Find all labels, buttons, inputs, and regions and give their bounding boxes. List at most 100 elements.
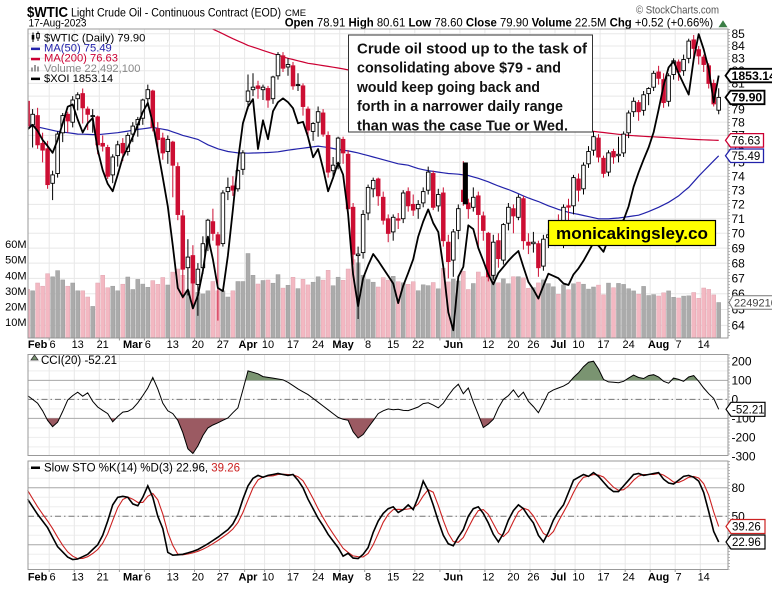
svg-text:-300: -300 [732,450,756,464]
svg-text:13: 13 [72,339,84,351]
svg-text:15: 15 [387,339,399,351]
svg-text:21: 21 [97,572,109,584]
svg-text:74: 74 [732,169,746,183]
svg-text:60M: 60M [5,239,26,251]
svg-text:Crude oil stood up to the task: Crude oil stood up to the task of [357,41,588,58]
svg-text:10: 10 [572,339,584,351]
svg-text:13: 13 [72,572,84,584]
svg-text:80: 80 [732,481,746,495]
svg-text:21: 21 [97,339,109,351]
svg-text:20: 20 [507,339,519,351]
svg-text:consolidating above $79 - and: consolidating above $79 - and [357,60,561,77]
svg-text:24: 24 [312,572,324,584]
svg-text:27: 27 [217,339,229,351]
svg-text:17-Aug-2023: 17-Aug-2023 [29,18,87,30]
svg-text:Slow STO %K(14) %D(3) 22.96, 3: Slow STO %K(14) %D(3) 22.96, 39.26 [44,463,240,475]
svg-text:would keep going back and: would keep going back and [356,79,540,96]
svg-text:70: 70 [732,227,746,241]
svg-text:6: 6 [50,572,56,584]
svg-text:7: 7 [676,339,682,351]
svg-text:40M: 40M [5,270,26,282]
svg-text:Jun: Jun [444,339,464,351]
svg-text:22.96: 22.96 [732,537,761,549]
svg-text:7: 7 [676,572,682,584]
svg-text:22492100: 22492100 [734,298,772,310]
svg-text:Mar: Mar [123,572,143,584]
svg-text:17: 17 [287,572,299,584]
svg-text:14: 14 [698,339,710,351]
svg-text:12: 12 [482,572,494,584]
svg-text:200: 200 [732,355,752,369]
svg-text:10: 10 [262,339,274,351]
svg-text:24: 24 [312,339,324,351]
svg-text:83: 83 [732,52,746,66]
svg-text:-52.21: -52.21 [732,405,765,417]
svg-text:Light Crude Oil - Continuous C: Light Crude Oil - Continuous Contract (E… [71,6,281,20]
svg-text:forth in a narrower daily rang: forth in a narrower daily range [357,98,563,115]
svg-text:Aug: Aug [648,572,669,584]
svg-text:71: 71 [732,212,746,226]
svg-text:85: 85 [732,27,746,41]
svg-text:$XOI 1853.14: $XOI 1853.14 [44,73,113,85]
svg-text:Apr: Apr [239,572,259,584]
svg-text:10: 10 [262,572,274,584]
svg-text:CCI(20) -52.21: CCI(20) -52.21 [41,355,117,367]
svg-text:73: 73 [732,183,746,197]
svg-text:Jul: Jul [550,572,566,584]
svg-text:17: 17 [287,339,299,351]
svg-text:100: 100 [732,374,752,388]
svg-text:10M: 10M [5,317,26,329]
svg-text:6: 6 [145,572,151,584]
svg-text:Mar: Mar [123,339,143,351]
svg-text:Open 78.91 High 80.61 Low 78.6: Open 78.91 High 80.61 Low 78.60 Close 79… [285,16,714,30]
svg-text:15: 15 [387,572,399,584]
svg-text:24: 24 [622,572,634,584]
svg-text:13: 13 [167,339,179,351]
svg-text:64: 64 [732,319,746,333]
svg-text:24: 24 [622,339,634,351]
svg-text:22: 22 [412,572,424,584]
svg-text:17: 17 [597,572,609,584]
svg-text:Feb: Feb [28,572,48,584]
svg-text:20M: 20M [5,301,26,313]
svg-text:72: 72 [732,198,746,212]
svg-text:78: 78 [732,115,746,129]
svg-text:6: 6 [145,339,151,351]
svg-text:84: 84 [732,39,746,53]
svg-text:20: 20 [192,339,204,351]
svg-text:Aug: Aug [648,339,669,351]
svg-text:1853.14: 1853.14 [732,69,772,83]
svg-text:67: 67 [732,272,746,286]
svg-text:than was the case Tue or Wed.: than was the case Tue or Wed. [357,117,568,134]
svg-text:Jun: Jun [444,572,464,584]
svg-text:monicakingsley.co: monicakingsley.co [556,225,708,243]
svg-text:8: 8 [365,339,371,351]
svg-text:8: 8 [365,572,371,584]
svg-text:76.63: 76.63 [732,136,761,148]
svg-text:12: 12 [482,339,494,351]
svg-text:10: 10 [572,572,584,584]
svg-text:69: 69 [732,241,746,255]
svg-text:Jul: Jul [550,339,566,351]
svg-text:26: 26 [527,572,539,584]
svg-text:26: 26 [527,339,539,351]
svg-text:Feb: Feb [28,339,48,351]
svg-text:79.90: 79.90 [732,91,763,105]
svg-text:68: 68 [732,256,746,270]
svg-text:50M: 50M [5,255,26,267]
svg-text:6: 6 [50,339,56,351]
svg-text:39.26: 39.26 [732,522,761,534]
svg-text:13: 13 [167,572,179,584]
svg-text:22: 22 [412,339,424,351]
svg-text:30M: 30M [5,286,26,298]
svg-text:May: May [332,572,354,584]
svg-text:Apr: Apr [239,339,259,351]
svg-text:75.49: 75.49 [732,151,761,163]
svg-text:-200: -200 [732,431,756,445]
svg-text:May: May [332,339,354,351]
svg-text:14: 14 [698,572,710,584]
svg-text:27: 27 [217,572,229,584]
svg-text:17: 17 [597,339,609,351]
svg-text:20: 20 [192,572,204,584]
svg-text:20: 20 [507,572,519,584]
